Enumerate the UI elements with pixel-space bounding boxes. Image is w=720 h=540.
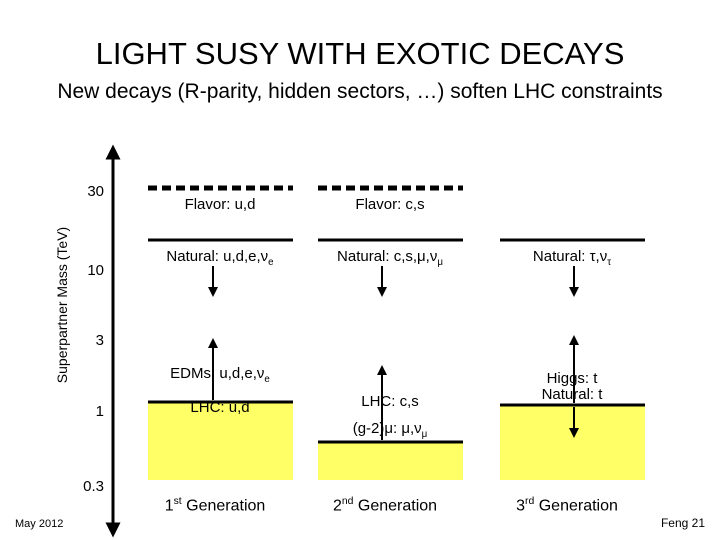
tick-label: 30 xyxy=(87,183,104,200)
gen-sup: nd xyxy=(341,496,354,507)
natural-label-sub: μ xyxy=(437,257,443,268)
constraint-label-text: (g-2)μ: μ,ν xyxy=(352,420,422,437)
gen-sup: rd xyxy=(525,496,535,507)
arrows xyxy=(208,266,579,440)
footer-page: Feng 21 xyxy=(660,516,705,530)
constraint-label: LHC: u,d xyxy=(190,399,249,416)
gen-num: 3 xyxy=(516,497,526,515)
gen-num: 2 xyxy=(332,497,342,515)
natural-label-sub: τ xyxy=(607,257,612,268)
constraint-label-text: EDMs: u,d,e,ν xyxy=(170,365,265,382)
natural-label: Natural: u,d,e,νe xyxy=(166,248,273,268)
constraint-label-text: Higgs: t xyxy=(546,370,598,387)
tick-label: 1 xyxy=(95,403,104,420)
footer-date: May 2012 xyxy=(15,518,64,530)
natural-label-text: Natural: u,d,e,ν xyxy=(166,248,269,265)
excluded-box xyxy=(500,405,645,480)
constraint-label: LHC: c,s xyxy=(361,393,419,410)
constraint-label: EDMs: u,d,e,νe xyxy=(170,365,270,385)
natural-label: Natural: c,s,μ,νμ xyxy=(337,248,443,268)
excluded-box xyxy=(318,442,463,480)
tick-label: 10 xyxy=(87,262,104,279)
title: LIGHT SUSY WITH EXOTIC DECAYS xyxy=(95,36,625,71)
natural-label-text: Natural: c,s,μ,ν xyxy=(337,248,438,265)
generation-label: 2nd Generation xyxy=(333,496,437,515)
flavor-label: Flavor: u,d xyxy=(184,196,256,213)
gen-text: Generation xyxy=(181,497,266,515)
natural-label-sub: e xyxy=(268,257,274,268)
generation-label: 1st Generation xyxy=(165,496,266,515)
constraint-label-text: Natural: t xyxy=(541,386,603,403)
natural-label: Natural: τ,ντ xyxy=(533,248,611,268)
constraint-label-text: LHC: c,s xyxy=(361,393,419,410)
constraint-label: Higgs: t xyxy=(547,370,598,387)
excluded-box xyxy=(148,402,293,480)
tick-label: 0.3 xyxy=(83,478,104,495)
constraint-label-text: LHC: u,d xyxy=(190,399,250,416)
flavor-label: Flavor: c,s xyxy=(355,196,425,213)
gen-num: 1 xyxy=(164,497,174,515)
gen-sup: st xyxy=(173,496,182,507)
gen-text: Generation xyxy=(534,497,618,515)
axis-label: Superpartner Mass (TeV) xyxy=(54,226,70,384)
constraint-label-sub: μ xyxy=(421,429,428,440)
gen-text: Generation xyxy=(353,497,438,515)
natural-label-text: Natural: τ,ν xyxy=(532,248,608,265)
constraint-label: Natural: t xyxy=(542,386,603,403)
constraint-label: (g-2)μ: μ,νμ xyxy=(353,420,428,440)
generation-label: 3rd Generation xyxy=(516,496,618,515)
subtitle: New decays (R-parity, hidden sectors, …)… xyxy=(57,80,663,103)
tick-label: 3 xyxy=(95,332,104,349)
constraint-label-sub: e xyxy=(264,374,270,385)
